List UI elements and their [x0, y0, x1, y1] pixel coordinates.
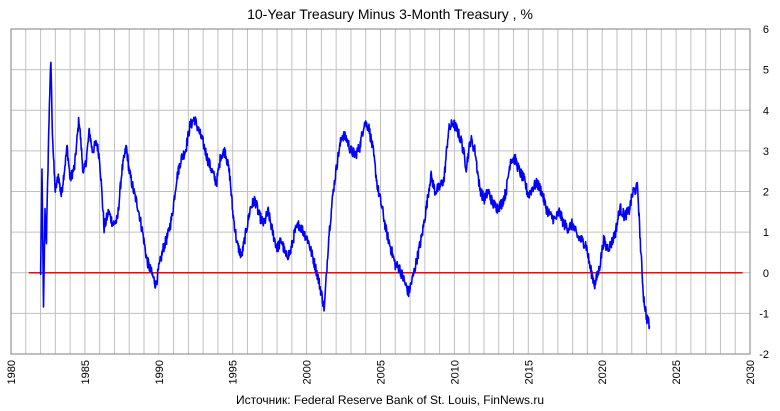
y-tick-label: 3	[763, 146, 769, 158]
y-tick-label: 5	[763, 65, 769, 77]
chart-title: 10-Year Treasury Minus 3-Month Treasury …	[247, 6, 533, 22]
y-tick-label: 2	[763, 187, 769, 199]
x-tick-label: 2000	[302, 360, 314, 384]
x-tick-label: 2010	[449, 360, 461, 384]
x-tick-label: 2030	[745, 360, 757, 384]
y-tick-label: -2	[759, 349, 769, 361]
y-tick-label: 6	[763, 24, 769, 36]
x-tick-label: 2025	[671, 360, 683, 384]
x-tick-label: 1985	[80, 360, 92, 384]
x-tick-label: 1995	[228, 360, 240, 384]
source-note: Источник: Federal Reserve Bank of St. Lo…	[235, 393, 544, 407]
x-tick-label: 2005	[376, 360, 388, 384]
y-tick-label: 0	[763, 268, 769, 280]
x-tick-label: 2020	[597, 360, 609, 384]
y-tick-label: 4	[763, 105, 769, 117]
y-tick-label: -1	[759, 308, 769, 320]
plot-frame	[10, 28, 751, 355]
series-line	[39, 61, 651, 330]
x-tick-label: 1990	[154, 360, 166, 384]
x-tick-label: 2015	[523, 360, 535, 384]
x-tick-label: 1980	[6, 360, 18, 384]
y-tick-label: 1	[763, 227, 769, 239]
